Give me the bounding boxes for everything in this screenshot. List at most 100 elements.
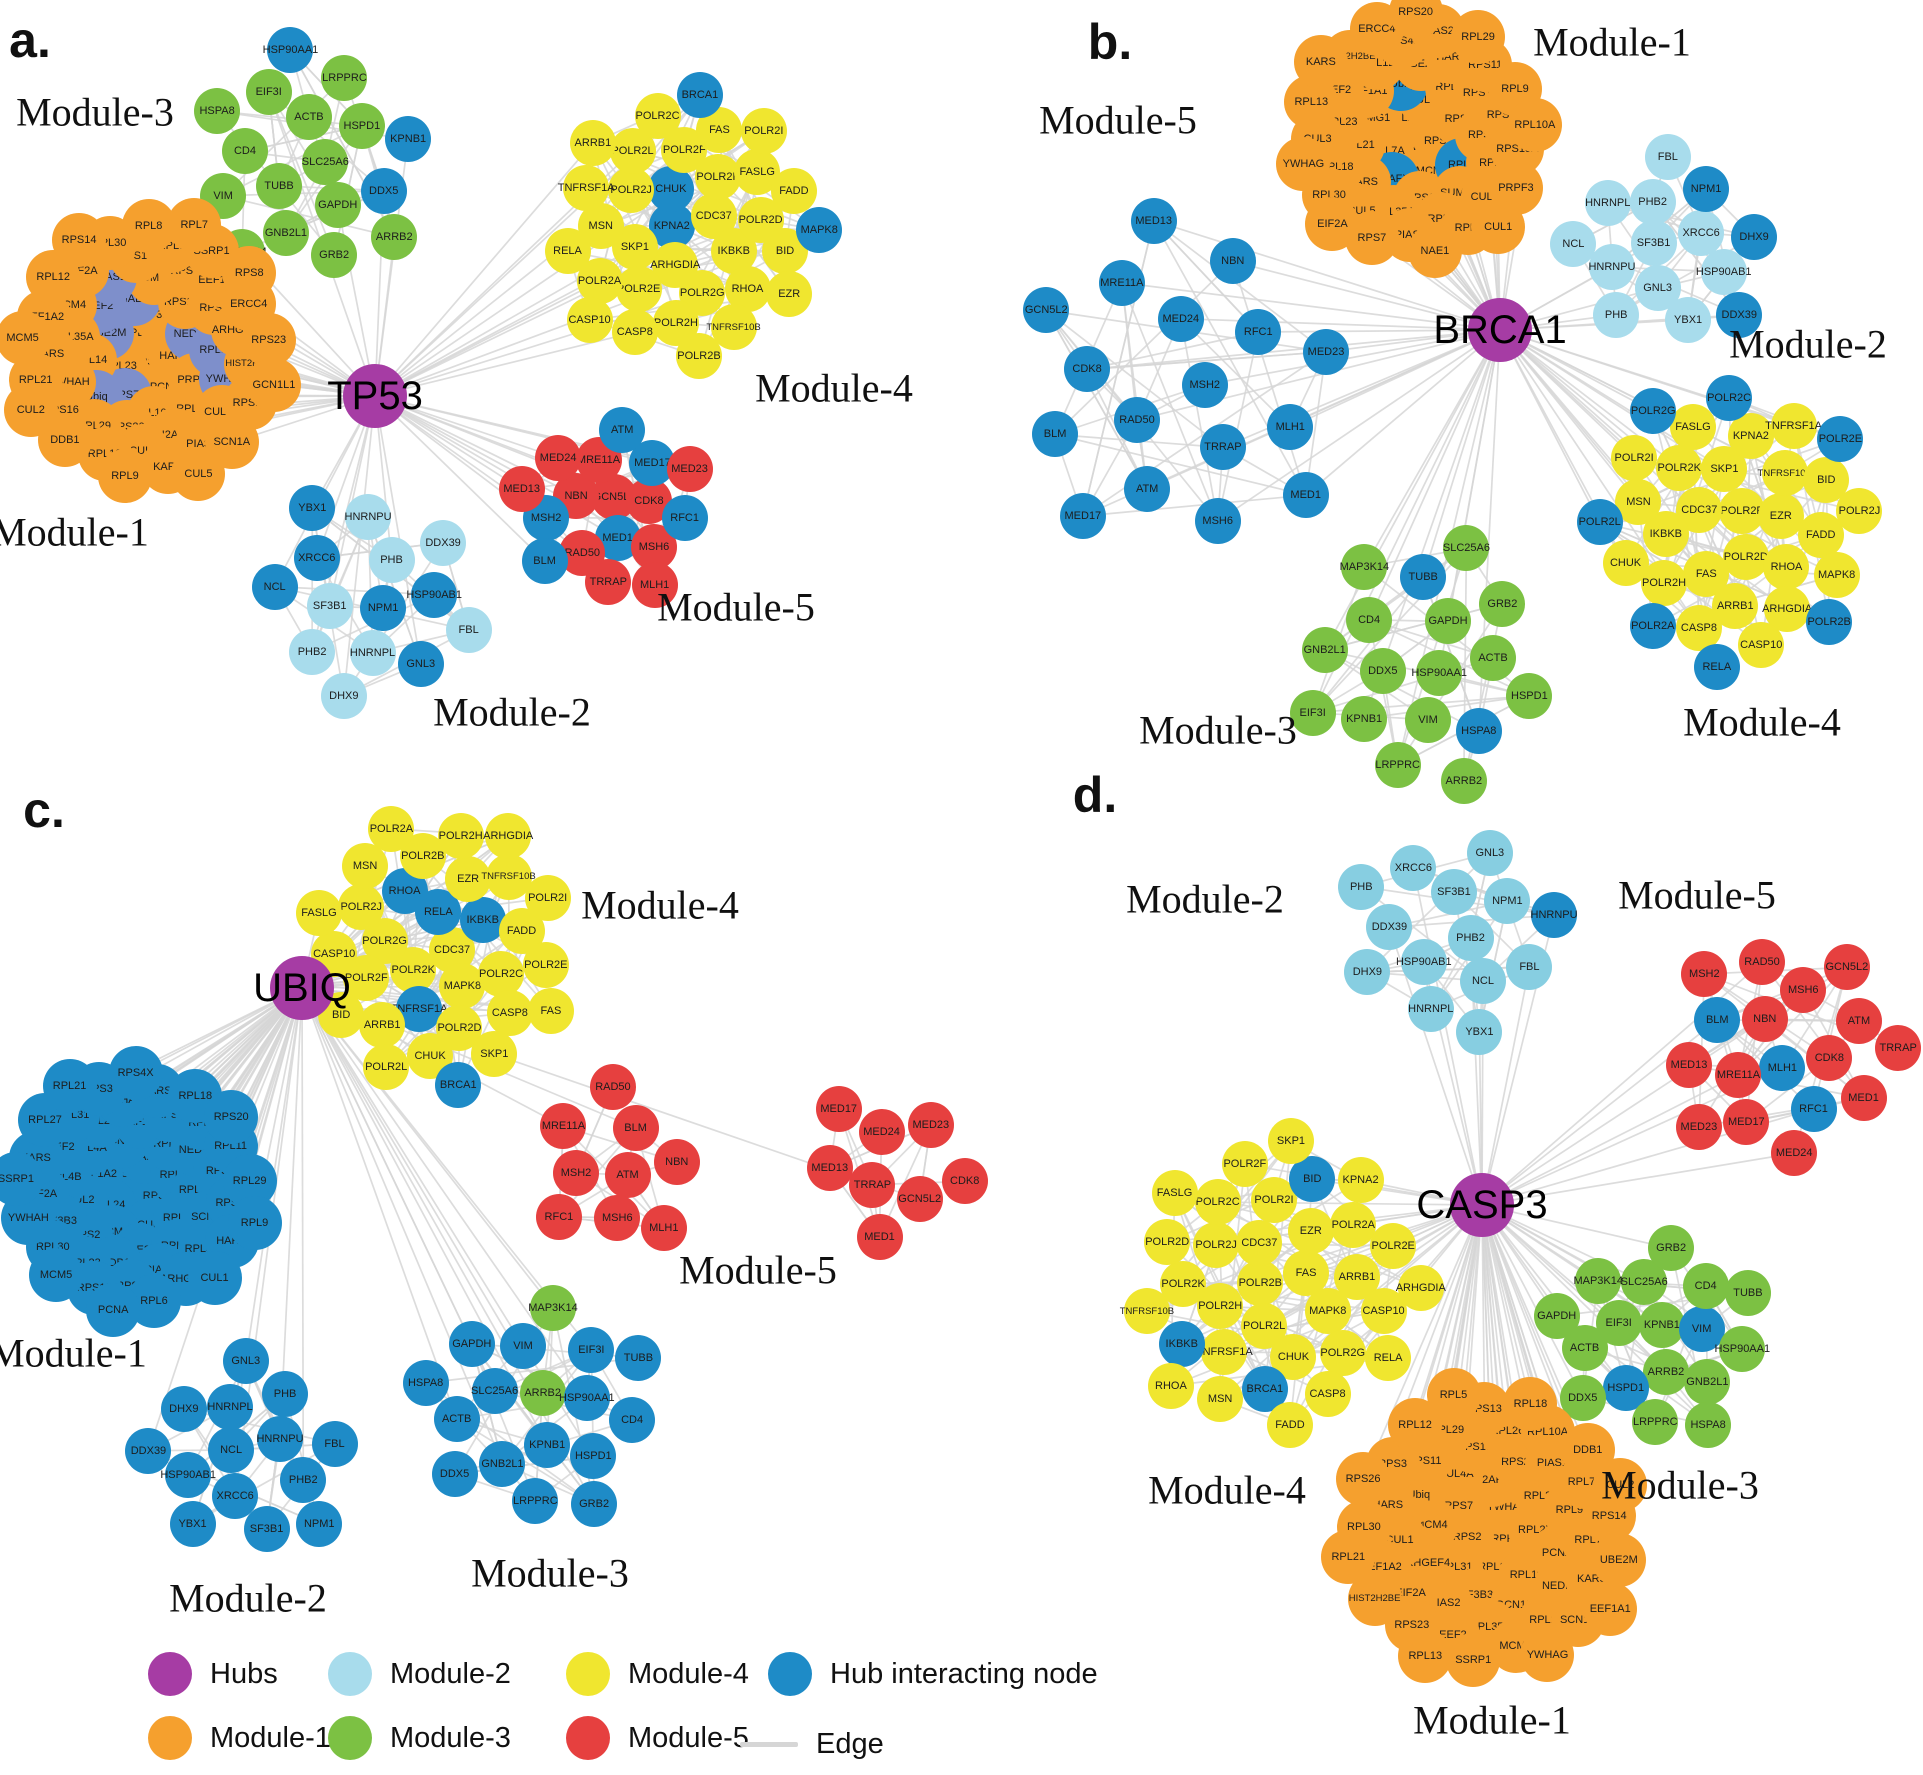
protein-node[interactable]: HSP90AB1	[160, 1451, 216, 1498]
protein-node[interactable]: MAP3K14	[1340, 543, 1389, 590]
protein-node[interactable]: RPL10A	[1507, 98, 1562, 153]
protein-node[interactable]: SKP1	[471, 1030, 518, 1077]
protein-node[interactable]: POLR2A	[1629, 603, 1676, 650]
protein-node[interactable]: MCM5	[29, 1248, 84, 1303]
protein-node[interactable]: CUL2	[3, 383, 58, 438]
protein-node[interactable]: LRPPRC	[512, 1477, 559, 1524]
protein-node[interactable]: RELA	[544, 228, 591, 275]
protein-node[interactable]: LRPPRC	[1632, 1398, 1679, 1445]
protein-node[interactable]: TUBB	[256, 162, 303, 209]
protein-node[interactable]: HSP90AA1	[1411, 649, 1467, 696]
protein-node[interactable]: BRCA1	[676, 72, 723, 119]
protein-node[interactable]: EZR	[445, 856, 492, 903]
protein-node[interactable]: POLR2C	[1194, 1179, 1241, 1226]
protein-node[interactable]: CD4	[609, 1397, 656, 1444]
protein-node[interactable]: BLM	[521, 538, 568, 585]
protein-node[interactable]: HSP90AA1	[559, 1374, 615, 1421]
protein-node[interactable]: RPL9	[97, 449, 152, 504]
protein-node[interactable]: PHB	[1338, 863, 1385, 910]
protein-node[interactable]: GNB2L1	[1684, 1358, 1731, 1405]
protein-node[interactable]: CDK8	[1806, 1034, 1853, 1081]
protein-node[interactable]: RPL9	[227, 1195, 282, 1250]
protein-node[interactable]: NCL	[251, 563, 298, 610]
protein-node[interactable]: GAPDH	[314, 181, 361, 228]
protein-node[interactable]: KPNB1	[1341, 695, 1388, 742]
protein-node[interactable]: NCL	[1460, 958, 1506, 1005]
protein-node[interactable]: POLR2I	[1611, 434, 1658, 481]
protein-node[interactable]: ARRB1	[359, 1002, 406, 1049]
protein-node[interactable]: DDX5	[360, 167, 407, 214]
protein-node[interactable]: SF3B1	[306, 583, 353, 630]
protein-node[interactable]: SF3B1	[243, 1505, 290, 1552]
protein-node[interactable]: HNRNPU	[256, 1416, 304, 1463]
protein-node[interactable]: CHUK	[647, 165, 694, 212]
hub-node[interactable]: CASP3	[1416, 1173, 1548, 1237]
protein-node[interactable]: HNRNPU	[1531, 892, 1578, 939]
protein-node[interactable]: MED17	[1059, 493, 1106, 540]
protein-node[interactable]: DDX39	[125, 1427, 172, 1474]
protein-node[interactable]: UBE2M	[1591, 1533, 1646, 1588]
protein-node[interactable]: PHB	[368, 536, 415, 583]
protein-node[interactable]: ATM	[1124, 465, 1171, 512]
protein-node[interactable]: POLR2B	[1806, 598, 1853, 645]
hub-node[interactable]: TP53	[327, 364, 423, 428]
protein-node[interactable]: NCL	[1550, 220, 1597, 267]
protein-node[interactable]: ATM	[599, 406, 646, 453]
protein-node[interactable]: DHX9	[320, 672, 367, 719]
protein-node[interactable]: NBN	[653, 1138, 700, 1185]
protein-node[interactable]: MED23	[907, 1102, 954, 1149]
protein-node[interactable]: ATM	[604, 1151, 651, 1198]
protein-node[interactable]: NBN	[1741, 996, 1788, 1043]
protein-node[interactable]: HSPA8	[1685, 1401, 1732, 1448]
protein-node[interactable]: TRRAP	[849, 1161, 896, 1208]
protein-node[interactable]: CUL1	[187, 1250, 242, 1305]
protein-node[interactable]: RAD50	[589, 1064, 636, 1110]
protein-node[interactable]: TRRAP	[585, 558, 632, 605]
protein-node[interactable]: CD4	[221, 128, 268, 175]
protein-node[interactable]: GNL3	[222, 1338, 269, 1385]
protein-node[interactable]: CASP8	[611, 309, 658, 356]
protein-node[interactable]: RFC1	[1790, 1086, 1837, 1133]
protein-node[interactable]: RFC1	[1235, 309, 1282, 356]
protein-node[interactable]: POLR2K	[1656, 444, 1703, 491]
protein-node[interactable]: TNFRSF1A	[1765, 403, 1822, 449]
protein-node[interactable]: YBX1	[1456, 1008, 1503, 1055]
protein-node[interactable]: GNB2L1	[479, 1440, 526, 1487]
protein-node[interactable]: HSPA8	[1455, 708, 1502, 755]
protein-node[interactable]: CDK8	[941, 1158, 988, 1205]
hub-node[interactable]: BRCA1	[1433, 298, 1567, 362]
protein-node[interactable]: VIM	[500, 1322, 546, 1369]
protein-node[interactable]: MAPK8	[1813, 552, 1860, 599]
protein-node[interactable]: FASLG	[296, 889, 342, 936]
protein-node[interactable]: HNRNPL	[1407, 986, 1454, 1033]
protein-node[interactable]: FBL	[445, 607, 492, 654]
protein-node[interactable]: FAS	[527, 987, 574, 1034]
protein-node[interactable]: IKBKB	[1158, 1320, 1205, 1367]
protein-node[interactable]: ARHGDIA	[1396, 1265, 1446, 1312]
protein-node[interactable]: RPL18	[1503, 1376, 1558, 1431]
protein-node[interactable]: MED1	[856, 1214, 903, 1261]
protein-node[interactable]: DDX5	[431, 1451, 478, 1498]
protein-node[interactable]: EEF1A1	[1583, 1581, 1638, 1636]
protein-node[interactable]: HNRNPL	[349, 629, 396, 676]
protein-node[interactable]: HSPD1	[1506, 672, 1553, 719]
protein-node[interactable]: SF3B1	[1431, 869, 1477, 916]
protein-node[interactable]: MLH1	[1267, 404, 1314, 451]
protein-node[interactable]: HSPA8	[194, 88, 241, 135]
protein-node[interactable]: MED13	[498, 466, 545, 513]
protein-node[interactable]: MED24	[858, 1109, 905, 1155]
protein-node[interactable]: GRB2	[1479, 580, 1526, 627]
protein-node[interactable]: SF3B1	[1630, 220, 1677, 267]
protein-node[interactable]: MAP3K14	[1573, 1257, 1623, 1304]
protein-node[interactable]: XRCC6	[1390, 844, 1437, 891]
protein-node[interactable]: MED13	[806, 1145, 853, 1192]
protein-node[interactable]: MED1	[1840, 1075, 1887, 1121]
protein-node[interactable]: RAD50	[1113, 396, 1160, 443]
protein-node[interactable]: POLR2F	[1221, 1141, 1268, 1188]
protein-node[interactable]: LRPPRC	[321, 54, 368, 101]
protein-node[interactable]: HSPA8	[402, 1360, 449, 1407]
protein-node[interactable]: DHX9	[160, 1385, 207, 1432]
protein-node[interactable]: TUBB	[615, 1334, 662, 1381]
protein-node[interactable]: GRB2	[311, 231, 358, 278]
protein-node[interactable]: RFC1	[535, 1193, 582, 1240]
